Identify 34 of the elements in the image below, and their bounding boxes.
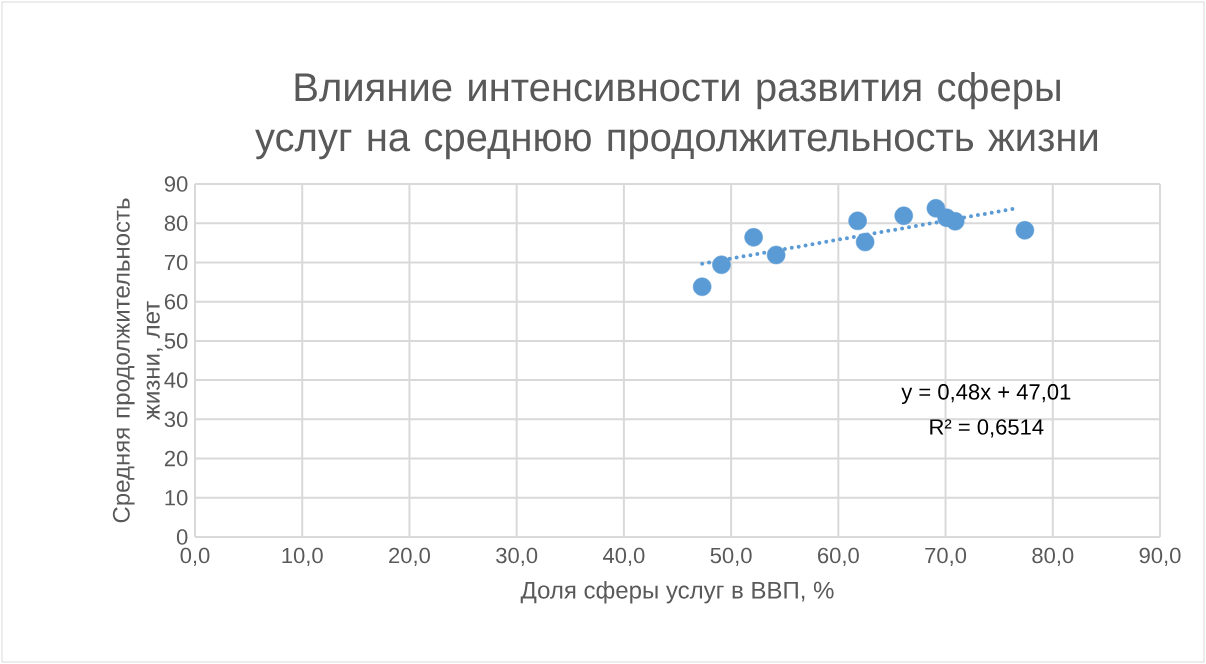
x-tick-label: 20,0 bbox=[389, 547, 430, 566]
annotation: y = 0,48x + 47,01 bbox=[901, 384, 1071, 404]
chart-title: Влияние интенсивности развития сферы услуг на среднюю продолжительность жизни bbox=[255, 72, 1098, 160]
point bbox=[855, 232, 875, 252]
point bbox=[945, 212, 965, 231]
y-tick-label: 50 bbox=[164, 333, 188, 349]
point bbox=[744, 228, 763, 247]
x-tick-label: 60,0 bbox=[818, 547, 859, 566]
x-tick-label: 50,0 bbox=[710, 547, 752, 566]
y-axis-title: Средняя продолжительность жизни, лет bbox=[112, 198, 163, 523]
y-tick-label: 80 bbox=[164, 215, 188, 232]
point bbox=[894, 206, 914, 226]
y-tick-label: 90 bbox=[164, 176, 188, 192]
point bbox=[766, 245, 786, 265]
y-tick-label: 0 bbox=[176, 529, 188, 545]
x-tick-label: 80,0 bbox=[1032, 547, 1074, 566]
point bbox=[692, 277, 712, 297]
x-tick-label: 10,0 bbox=[282, 547, 323, 566]
annotation: R² = 0,6514 bbox=[930, 419, 1044, 438]
x-tick-label: 0,0 bbox=[180, 547, 210, 566]
y-tick-label: 60 bbox=[164, 293, 188, 310]
y-tick-label: 70 bbox=[164, 254, 188, 271]
y-tick-label: 40 bbox=[164, 372, 188, 388]
point bbox=[712, 255, 731, 275]
y-tick-label: 10 bbox=[165, 489, 188, 506]
x-tick-label: 90,0 bbox=[1139, 547, 1181, 566]
y-tick-label: 20 bbox=[164, 450, 188, 467]
point bbox=[848, 211, 867, 231]
point bbox=[1015, 221, 1035, 240]
x-axis-title: Доля сферы услуг в ВВП, % bbox=[520, 581, 834, 604]
x-tick-label: 70,0 bbox=[925, 547, 967, 566]
x-tick-label: 30,0 bbox=[496, 547, 538, 566]
x-tick-label: 40,0 bbox=[602, 547, 645, 566]
y-tick-label: 30 bbox=[164, 411, 188, 428]
